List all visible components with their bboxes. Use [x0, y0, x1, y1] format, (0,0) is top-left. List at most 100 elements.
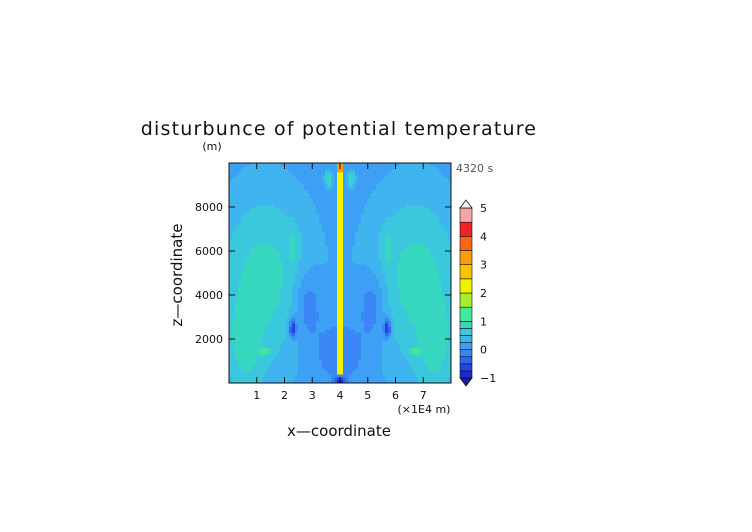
contour-cell [319, 284, 323, 289]
contour-cell [358, 302, 362, 307]
contour-cell [322, 264, 326, 268]
contour-cell [412, 374, 416, 378]
contour-cell [406, 302, 410, 307]
contour-cell [268, 204, 272, 208]
contour-cell [358, 177, 362, 182]
contour-cell [235, 243, 239, 247]
contour-cell [265, 246, 269, 250]
contour-cell [412, 380, 416, 384]
contour-cell [379, 177, 383, 182]
contour-cell [391, 168, 395, 173]
contour-cell [307, 213, 311, 217]
contour-cell [316, 353, 320, 357]
contour-cell [298, 261, 302, 265]
contour-cell [349, 296, 353, 301]
contour-cell [304, 380, 308, 384]
contour-cell [241, 374, 245, 378]
contour-cell [415, 207, 419, 211]
contour-cell [361, 207, 365, 211]
contour-cell [421, 320, 425, 324]
contour-cell [343, 335, 347, 339]
contour-cell [397, 243, 401, 247]
contour-cell [238, 249, 242, 253]
contour-cell [403, 380, 407, 384]
contour-cell [280, 183, 284, 188]
contour-cell [421, 264, 425, 268]
contour-cell [250, 165, 254, 170]
contour-cell [418, 219, 422, 223]
contour-cell [385, 177, 389, 182]
contour-cell [262, 219, 266, 223]
contour-cell [241, 240, 245, 244]
contour-cell [286, 243, 290, 247]
contour-cell [391, 350, 395, 354]
contour-cell [244, 347, 248, 351]
contour-cell [304, 171, 308, 176]
contour-cell [265, 174, 269, 179]
contour-cell [289, 240, 293, 244]
contour-cell [268, 186, 272, 191]
contour-cell [289, 225, 293, 229]
contour-cell [409, 267, 413, 271]
contour-cell [268, 255, 272, 259]
contour-cell [271, 225, 275, 229]
contour-cell [394, 195, 398, 200]
contour-cell [397, 326, 401, 330]
contour-cell [328, 210, 332, 214]
contour-cell [286, 171, 290, 176]
contour-cell [346, 201, 350, 206]
contour-cell [382, 264, 386, 268]
contour-cell [304, 329, 308, 333]
contour-cell [265, 293, 269, 298]
contour-cell [253, 249, 257, 253]
contour-cell [235, 371, 239, 375]
contour-cell [352, 252, 356, 256]
contour-cell [385, 189, 389, 194]
contour-cell [259, 305, 263, 310]
contour-cell [271, 237, 275, 241]
contour-cell [331, 344, 335, 348]
contour-cell [244, 258, 248, 262]
contour-cell [355, 255, 359, 259]
contour-cell [373, 347, 377, 351]
contour-cell [334, 210, 338, 214]
contour-cell [367, 326, 371, 330]
contour-cell [415, 180, 419, 185]
contour-cell [262, 362, 266, 366]
contour-cell [271, 177, 275, 182]
contour-cell [361, 359, 365, 363]
contour-cell [250, 347, 254, 351]
contour-cell [409, 270, 413, 274]
contour-cell [349, 356, 353, 360]
contour-cell [253, 290, 257, 295]
contour-cell [394, 246, 398, 250]
contour-cell [241, 168, 245, 173]
contour-cell [409, 287, 413, 292]
contour-cell [286, 168, 290, 173]
contour-cell [385, 258, 389, 262]
contour-cell [397, 249, 401, 253]
contour-cell [352, 243, 356, 247]
contour-cell [292, 275, 296, 280]
contour-cell [286, 350, 290, 354]
contour-cell [346, 314, 350, 318]
contour-cell [382, 177, 386, 182]
contour-cell [424, 228, 428, 232]
contour-cell [343, 305, 347, 310]
contour-cell [304, 249, 308, 253]
contour-cell [277, 171, 281, 176]
contour-cell [322, 275, 326, 280]
contour-cell [346, 204, 350, 208]
contour-cell [316, 278, 320, 283]
contour-cell [385, 255, 389, 259]
contour-cell [400, 204, 404, 208]
contour-cell [406, 165, 410, 170]
contour-cell [385, 216, 389, 220]
contour-cell [328, 365, 332, 369]
contour-cell [430, 353, 434, 357]
contour-cell [253, 219, 257, 223]
contour-cell [391, 338, 395, 342]
contour-cell [265, 323, 269, 327]
contour-cell [412, 377, 416, 381]
contour-cell [289, 374, 293, 378]
